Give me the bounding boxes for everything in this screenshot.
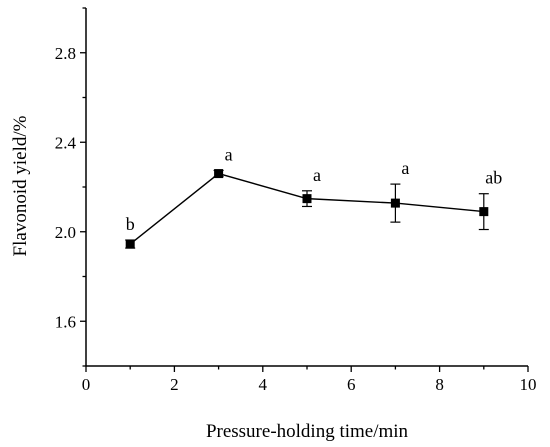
data-point	[302, 194, 312, 204]
ticks: 0 2 4 6 8 10 1.6 2.0 2.4 2.8	[55, 7, 537, 394]
significance-label: a	[401, 158, 409, 178]
x-tick-label: 0	[82, 375, 91, 394]
series-line	[129, 172, 484, 245]
significance-label: b	[126, 214, 135, 234]
x-axis-title: Pressure-holding time/min	[206, 421, 409, 442]
data-point	[390, 198, 400, 208]
y-axis-title: Flavonoid yield/%	[10, 115, 31, 256]
x-tick-label: 8	[435, 375, 444, 394]
x-tick-label: 2	[170, 375, 179, 394]
axes	[85, 8, 528, 367]
y-tick-label: 2.8	[55, 44, 76, 63]
data-point	[479, 207, 489, 217]
significance-label: a	[313, 165, 321, 185]
x-tick-label: 4	[259, 375, 268, 394]
data-point	[214, 169, 224, 179]
significance-label: a	[225, 144, 233, 164]
y-tick-label: 1.6	[55, 312, 76, 331]
x-tick-label: 10	[520, 375, 537, 394]
y-tick-label: 2.4	[55, 133, 77, 152]
significance-label: ab	[485, 168, 502, 188]
data-point	[125, 239, 135, 249]
x-tick-label: 6	[347, 375, 356, 394]
series-layer: b a a a ab	[125, 144, 502, 249]
y-tick-label: 2.0	[55, 223, 76, 242]
